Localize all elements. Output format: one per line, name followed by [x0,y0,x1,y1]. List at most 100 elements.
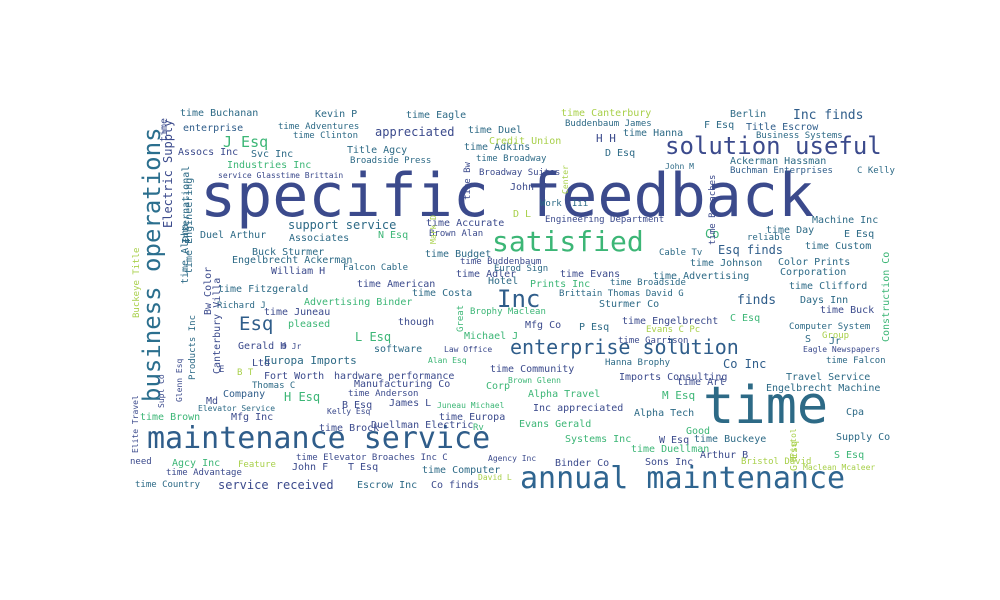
cloud-word: Esq [239,313,274,335]
cloud-word: Cable Tv [659,248,703,258]
cloud-word: time Computer [422,465,501,476]
cloud-word: time Adler [456,269,517,280]
cloud-word: time Advertising [653,271,750,282]
cloud-word: Company [223,389,266,400]
cloud-word: Thomas C [252,381,296,391]
cloud-word: time Bw [463,162,473,200]
cloud-word: Center [561,165,570,194]
cloud-word: time Hanna [623,128,684,139]
cloud-word: Prints Inc [530,279,591,290]
cloud-word: Brown Alan [429,229,484,239]
cloud-word: time Buck [820,305,875,316]
cloud-word: time [159,117,170,142]
cloud-word: Inc finds [793,108,864,123]
cloud-word: Corp [486,381,511,392]
cloud-word: Broadside Press [350,156,432,166]
cloud-word: Ltd [252,358,271,369]
cloud-word: J Esq [223,133,269,151]
cloud-word: time Buddenbaum [460,257,542,267]
cloud-word: time Evans [560,269,621,280]
cloud-word: Machine Inc [812,215,879,226]
cloud-word: satisfied [492,225,644,258]
cloud-word: Agency Inc [488,454,537,463]
cloud-word: Assocs Inc [178,147,239,158]
cloud-word: Sons Inc [645,457,694,468]
cloud-word: time Engelbrecht [622,316,719,327]
cloud-word: E Esq [844,229,875,240]
cloud-word: Falcon Cable [343,263,409,273]
cloud-word: Eurod Sign [494,264,549,274]
cloud-word: Imports Consulting [619,372,728,383]
cloud-word: C Kelly [857,166,895,176]
cloud-word: time Community [490,364,575,375]
cloud-word: S Esq [834,450,865,461]
cloud-word: D Esq [605,148,636,159]
cloud-word: Glenn Esq [175,358,184,402]
cloud-word: Group [822,331,850,341]
cloud-word: finds [737,293,777,308]
cloud-word: time Duellman [631,444,710,455]
cloud-word: Europa Imports [264,354,357,367]
cloud-word: need [130,457,152,467]
cloud-word: Evans C Pc [646,325,701,335]
cloud-word: time Clifford [789,281,868,292]
cloud-word: Corporation [780,267,847,278]
cloud-word: Berlin [730,109,767,120]
cloud-word: Esq finds [718,243,784,257]
cloud-word: Systems Inc [565,434,632,445]
cloud-word: Color Prints [778,257,851,268]
cloud-word: D Jr [282,342,302,351]
cloud-word: time Falcon [826,356,886,366]
cloud-word: Fort Worth [264,371,325,382]
cloud-word: Bristol David [741,457,812,467]
cloud-word: service received [218,478,334,492]
cloud-word: time Garrison [618,336,689,346]
cloud-word: S [805,334,812,345]
cloud-word: D L [513,209,532,220]
cloud-word: Law Office [444,345,493,354]
cloud-word: time Day [766,225,815,236]
cloud-word: time Juneau [264,307,331,318]
cloud-word: Escrow Inc [357,480,418,491]
cloud-word: Advertising Binder [304,297,413,308]
cloud-word: time Brown [140,412,201,423]
cloud-word: maintenance service [147,421,491,456]
cloud-word: Good [686,426,711,437]
cloud-word: Md [206,396,219,407]
cloud-word: Iii [572,199,589,209]
cloud-word: hardware performance [334,371,455,382]
cloud-word: time Buckeye [694,434,767,445]
cloud-word: Mfg Co [525,320,562,331]
cloud-word: Buck Sturmer [252,247,325,258]
cloud-word: time Clinton [293,131,359,141]
cloud-word: F Esq [704,120,735,131]
cloud-word: service Glasstime Brittain [218,171,344,180]
cloud-word: Cpa [846,407,865,418]
cloud-word: Brown Glenn [508,376,561,385]
cloud-word: Alpha Travel [528,389,601,400]
cloud-word: Mark D [429,215,438,244]
cloud-word: time Broadway [476,154,547,164]
cloud-word: time Eagle [406,110,467,121]
cloud-word: Svc Inc [251,149,294,160]
cloud-word: time Budget [425,249,492,260]
cloud-word: Engelbrecht Machine [766,383,881,394]
cloud-word: time Brock [319,423,380,434]
cloud-word: James L [389,398,432,409]
cloud-word: time Anderson [348,389,419,399]
cloud-word: Engelbrecht Ackerman [232,255,353,266]
cloud-word: C Esq [730,313,761,324]
cloud-word: Inc [497,285,541,313]
cloud-word: T Esq [348,462,379,473]
cloud-word: time [703,376,829,436]
cloud-word: L Esq [355,330,392,344]
cloud-word: Hotel [488,276,519,287]
cloud-word: Eagle Newspapers [803,345,881,354]
cloud-word: Business Systems [756,131,843,141]
cloud-word: support service [288,218,397,232]
cloud-word: Feature [238,460,276,470]
cloud-word: Kelly Esq [327,407,371,416]
cloud-word: Brittain Thomas David G [559,289,684,299]
cloud-word: Gerald H [238,341,287,352]
cloud-word: pleased [288,319,331,330]
